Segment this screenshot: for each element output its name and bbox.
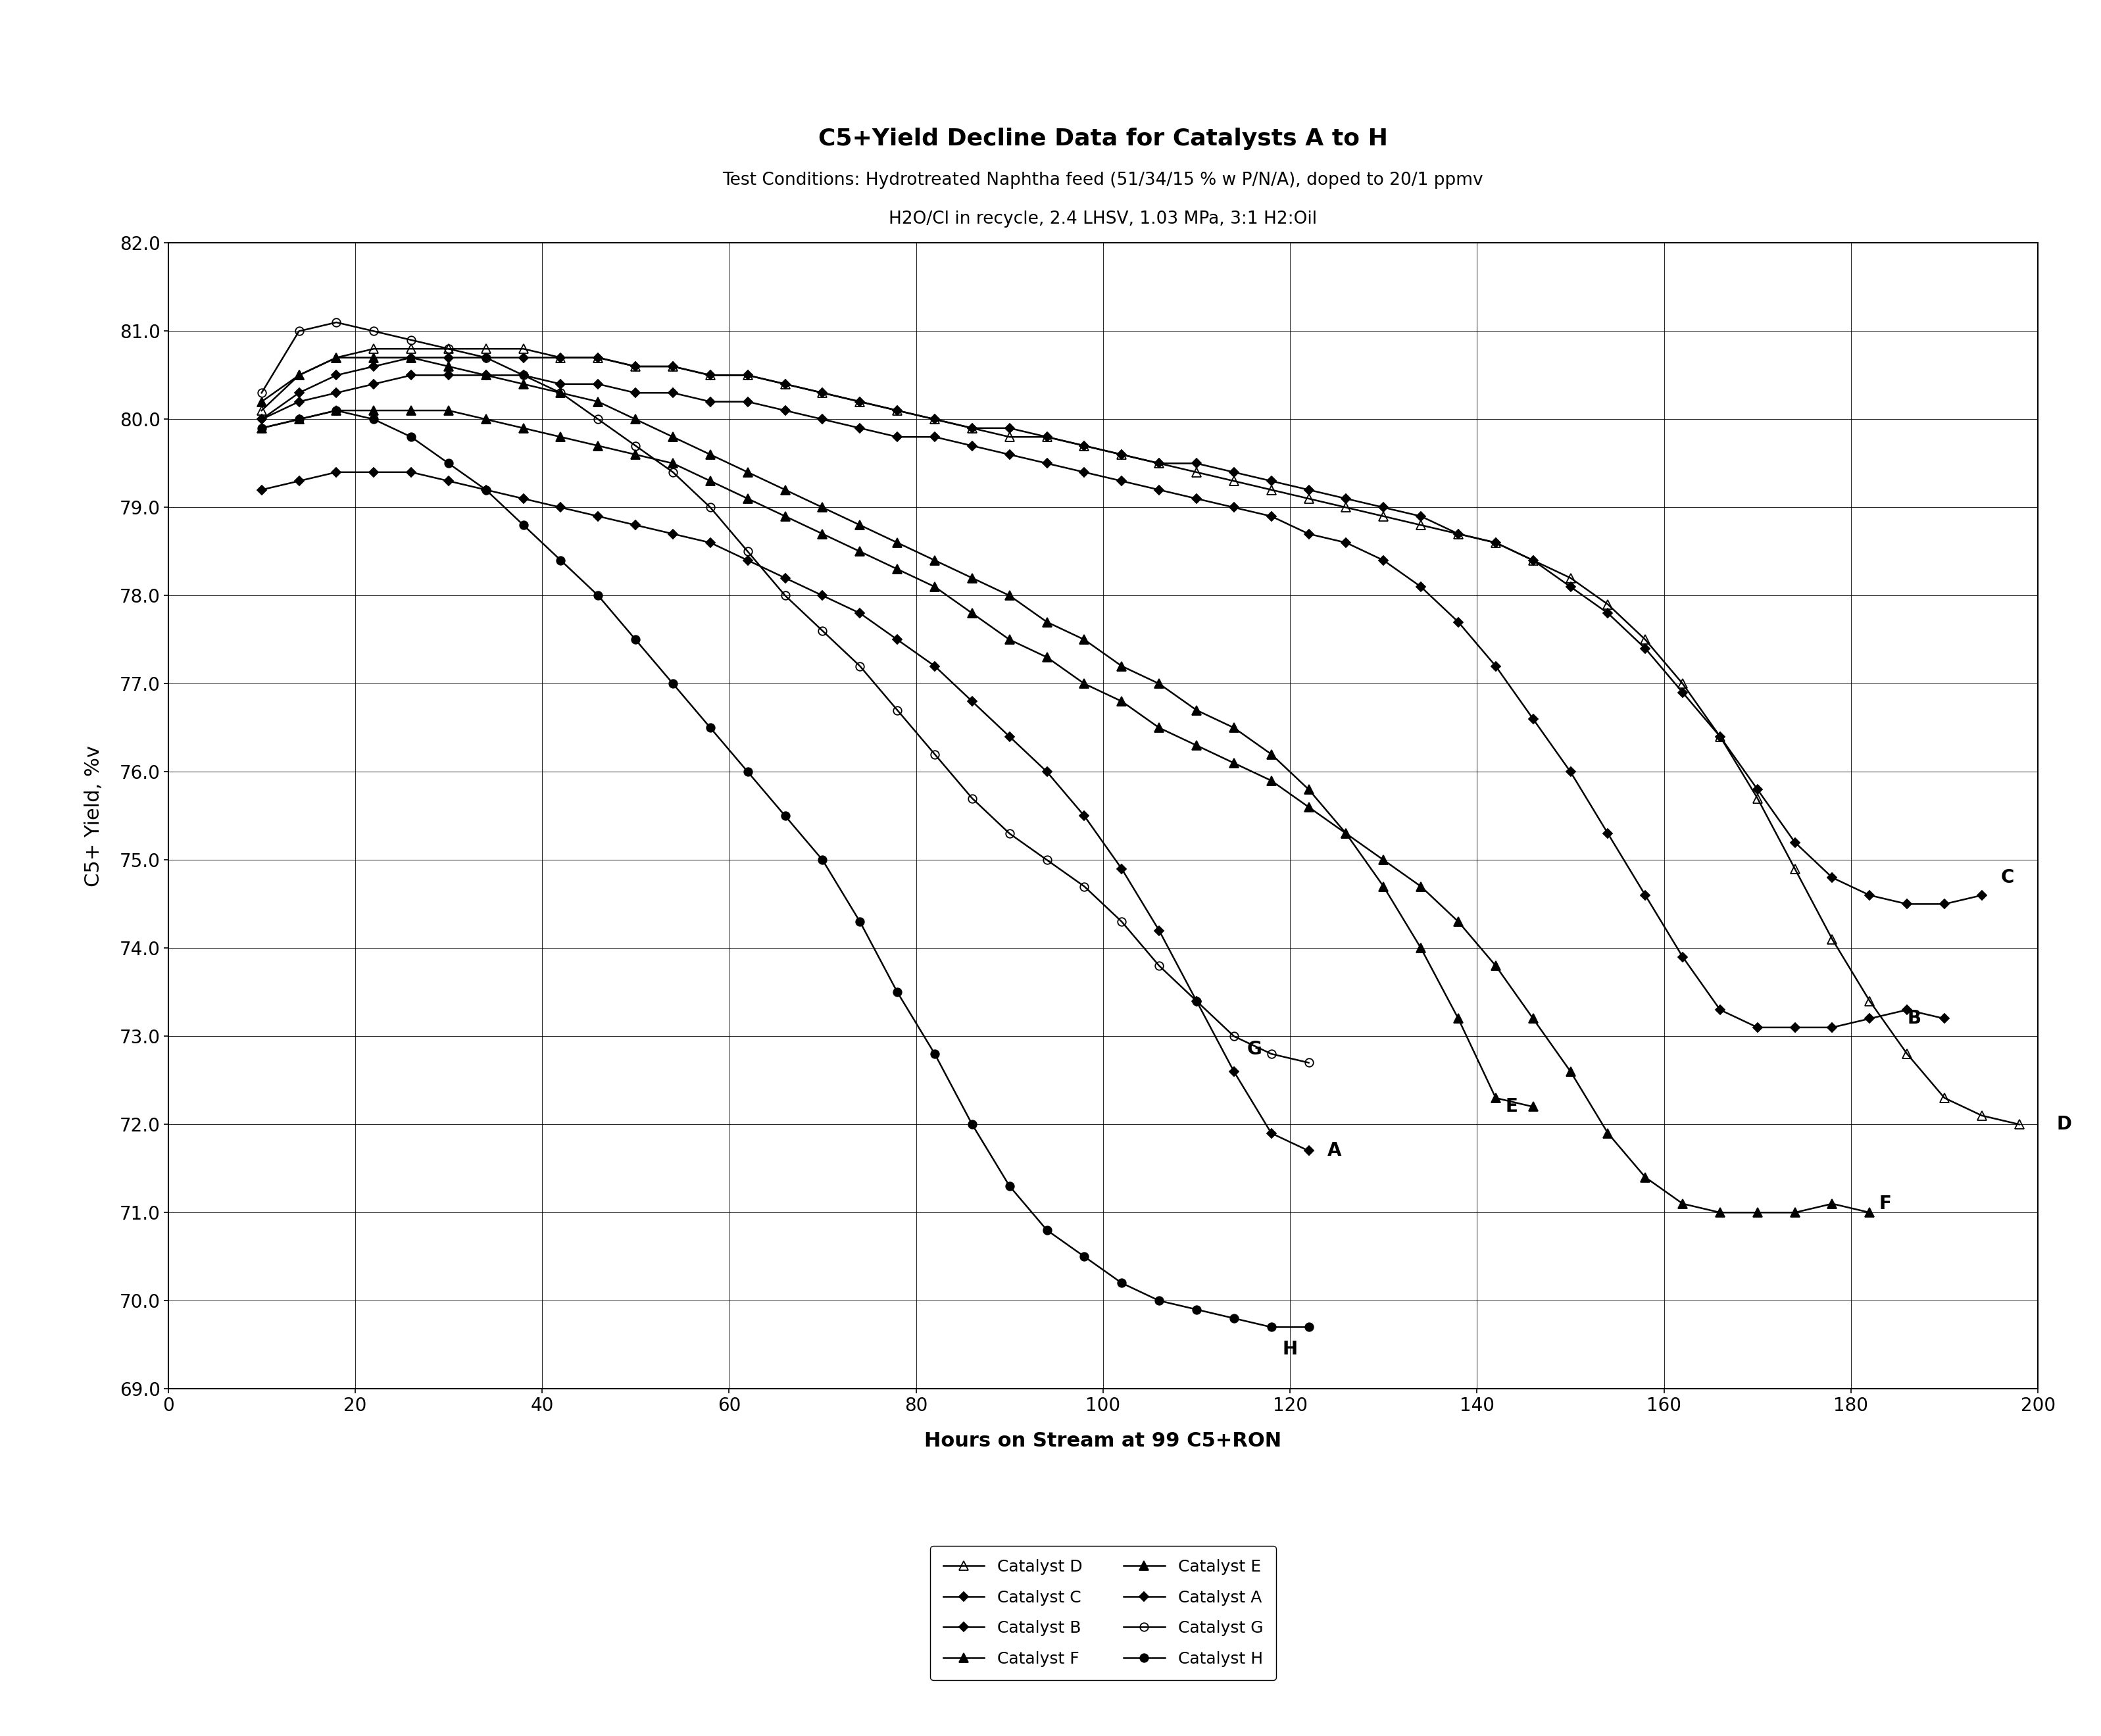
Text: C: C	[2000, 868, 2015, 887]
Text: H: H	[1282, 1340, 1298, 1358]
Text: D: D	[2057, 1115, 2072, 1134]
Legend: Catalyst D, Catalyst C, Catalyst B, Catalyst F, Catalyst E, Catalyst A, Catalyst: Catalyst D, Catalyst C, Catalyst B, Cata…	[931, 1547, 1275, 1680]
Y-axis label: C5+ Yield, %v: C5+ Yield, %v	[84, 745, 103, 887]
Text: E: E	[1504, 1097, 1517, 1116]
Text: A: A	[1328, 1142, 1343, 1160]
Text: G: G	[1248, 1040, 1263, 1059]
Text: H2O/Cl in recycle, 2.4 LHSV, 1.03 MPa, 3:1 H2:Oil: H2O/Cl in recycle, 2.4 LHSV, 1.03 MPa, 3…	[889, 210, 1317, 227]
Text: F: F	[1878, 1194, 1891, 1213]
Text: B: B	[1908, 1009, 1920, 1028]
Text: C5+Yield Decline Data for Catalysts A to H: C5+Yield Decline Data for Catalysts A to…	[817, 128, 1389, 149]
Text: Test Conditions: Hydrotreated Naphtha feed (51/34/15 % w P/N/A), doped to 20/1 p: Test Conditions: Hydrotreated Naphtha fe…	[723, 172, 1483, 189]
X-axis label: Hours on Stream at 99 C5+RON: Hours on Stream at 99 C5+RON	[924, 1432, 1282, 1451]
